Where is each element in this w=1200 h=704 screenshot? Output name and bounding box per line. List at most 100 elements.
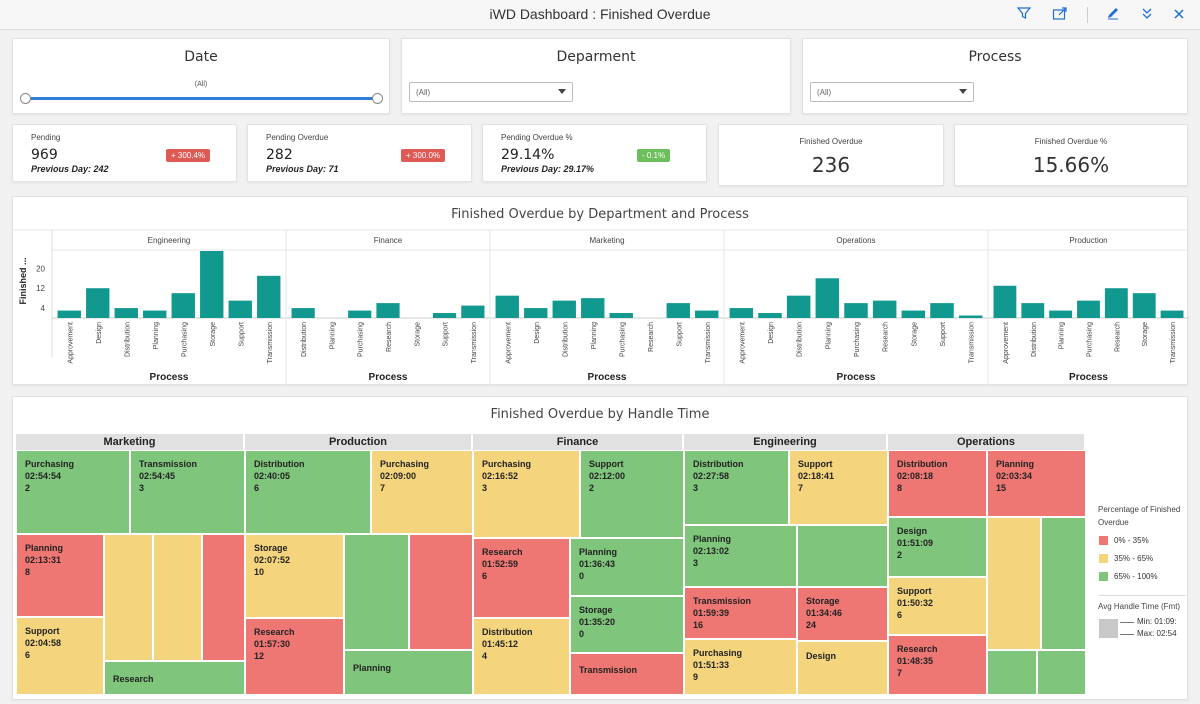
cell-count: 3 <box>482 483 488 493</box>
department-select[interactable]: (All) <box>409 82 573 102</box>
x-tick-label: Design <box>96 322 103 344</box>
chevron-down-icon <box>558 89 566 94</box>
treemap-cell[interactable] <box>1037 650 1086 695</box>
date-range-slider[interactable] <box>27 97 377 100</box>
bar <box>1077 300 1100 318</box>
treemap-cell[interactable]: Purchasing 01:51:33 9 <box>684 639 797 695</box>
treemap-cell[interactable]: Transmission <box>570 653 684 695</box>
treemap-cell[interactable]: Research 01:52:59 6 <box>473 538 570 618</box>
treemap-title: Finished Overdue by Handle Time <box>490 407 710 422</box>
treemap-cell[interactable]: Design 01:51:09 2 <box>888 517 987 577</box>
cell-count: 10 <box>254 567 265 577</box>
kpi-change-badge: + 300.4% <box>166 149 211 162</box>
treemap-cell[interactable]: Distribution 02:27:58 3 <box>684 450 789 525</box>
cell-name: Planning <box>353 663 391 673</box>
kpi-pending-overdue-card: Pending Overdue 282 Previous Day: 71 + 3… <box>247 124 472 182</box>
treemap-cell[interactable]: Distribution 02:40:05 6 <box>245 450 371 534</box>
cell-time: 01:34:46 <box>806 608 843 618</box>
x-axis-label: Process <box>369 372 408 383</box>
filter-icon[interactable] <box>1015 6 1033 24</box>
cell-name: Transmission <box>693 596 752 606</box>
treemap-cell[interactable] <box>797 525 888 587</box>
process-select[interactable]: (All) <box>810 82 974 102</box>
cell-name: Storage <box>806 596 840 606</box>
x-tick-label: Purchasing <box>1087 322 1094 357</box>
treemap-cell[interactable]: Planning <box>344 650 473 695</box>
treemap-cell[interactable]: Transmission 02:54:45 3 <box>130 450 245 534</box>
treemap-cell[interactable]: Research <box>104 661 245 695</box>
kpi-label: Pending Overdue <box>266 133 329 142</box>
process-filter-title: Process <box>968 49 1022 65</box>
cell-count: 0 <box>579 571 585 581</box>
treemap-cell[interactable]: Storage 01:34:46 24 <box>797 587 888 641</box>
cell-time: 02:13:31 <box>25 555 62 565</box>
treemap-cell[interactable]: Design <box>797 641 888 695</box>
treemap-cell[interactable]: Storage 02:07:52 10 <box>245 534 344 618</box>
x-tick-label: Planning <box>329 322 336 349</box>
panel-name: Finance <box>374 236 403 245</box>
x-tick-label: Transmission <box>267 322 274 363</box>
bar <box>200 251 224 318</box>
treemap-cell[interactable] <box>1041 517 1086 650</box>
treemap-cell[interactable] <box>987 517 1041 650</box>
cell-time: 01:51:09 <box>897 538 934 548</box>
date-filter-value: (All) <box>194 81 208 88</box>
treemap-cell[interactable]: Support 02:12:00 2 <box>580 450 684 538</box>
bar <box>695 310 719 318</box>
treemap-cell[interactable]: Purchasing 02:09:00 7 <box>371 450 473 534</box>
export-icon[interactable] <box>1051 6 1069 24</box>
bar <box>376 303 400 318</box>
treemap-cell[interactable]: Storage 01:35:20 0 <box>570 596 684 653</box>
bar <box>1160 310 1184 318</box>
collapse-icon[interactable] <box>1138 6 1156 24</box>
close-icon[interactable] <box>1170 6 1188 24</box>
treemap-cell[interactable]: Support 02:04:58 6 <box>16 617 104 695</box>
treemap-cell[interactable]: Research 01:48:35 7 <box>888 635 987 695</box>
kpi-value: 29.14% <box>501 147 555 163</box>
treemap-cell[interactable]: Planning 02:13:31 8 <box>16 534 104 617</box>
bar <box>228 300 252 318</box>
treemap-cell[interactable]: Transmission 01:59:39 16 <box>684 587 797 639</box>
bar <box>348 310 372 318</box>
cell-count: 6 <box>482 571 488 581</box>
toolbar-divider <box>1087 7 1088 23</box>
treemap-cell[interactable]: Support 02:18:41 7 <box>789 450 888 525</box>
kpi-label: Pending <box>31 133 61 142</box>
legend-title: Percentage of Finished Overdue <box>1098 505 1181 527</box>
panel-name: Marketing <box>589 236 624 245</box>
treemap-cell[interactable]: Planning 02:13:02 3 <box>684 525 797 587</box>
panel-name: Production <box>1069 236 1107 245</box>
treemap-cell[interactable]: Purchasing 02:16:52 3 <box>473 450 580 538</box>
treemap-cell[interactable]: Planning 01:36:43 0 <box>570 538 684 596</box>
treemap-cell[interactable]: Planning 02:03:34 15 <box>987 450 1086 517</box>
treemap-cell[interactable]: Support 01:50:32 6 <box>888 577 987 635</box>
treemap-cell[interactable] <box>409 534 473 650</box>
bar <box>729 308 754 318</box>
slider-handle-start[interactable] <box>20 93 31 104</box>
legend-max-line <box>1120 634 1134 635</box>
bar <box>86 288 110 318</box>
treemap-cell[interactable] <box>104 534 153 661</box>
x-tick-label: Purchasing <box>181 322 188 357</box>
legend-min-line <box>1120 622 1134 623</box>
treemap-cell[interactable]: Purchasing 02:54:54 2 <box>16 450 130 534</box>
treemap-cell[interactable] <box>202 534 245 661</box>
chevron-down-icon <box>959 89 967 94</box>
cell-count: 24 <box>806 620 817 630</box>
treemap-cell[interactable]: Research 01:57:30 12 <box>245 618 344 695</box>
treemap-cell[interactable] <box>153 534 202 661</box>
treemap-cell[interactable] <box>987 650 1037 695</box>
legend-swatch <box>1099 536 1108 546</box>
treemap-cell[interactable] <box>344 534 409 650</box>
treemap-cell[interactable]: Distribution 01:45:12 4 <box>473 618 570 695</box>
legend-min: Min: 01:09: <box>1137 617 1177 626</box>
kpi-finished-overdue-card: Finished Overdue 236 <box>718 124 944 186</box>
bar <box>1021 303 1045 318</box>
treemap-cell[interactable]: Distribution 02:08:18 8 <box>888 450 987 517</box>
slider-handle-end[interactable] <box>372 93 383 104</box>
x-tick-label: Support <box>676 322 683 347</box>
x-tick-label: Distribution <box>301 322 308 357</box>
window-title: iWD Dashboard : Finished Overdue <box>489 6 711 22</box>
cell-time: 01:57:30 <box>254 639 291 649</box>
edit-icon[interactable] <box>1104 6 1122 24</box>
